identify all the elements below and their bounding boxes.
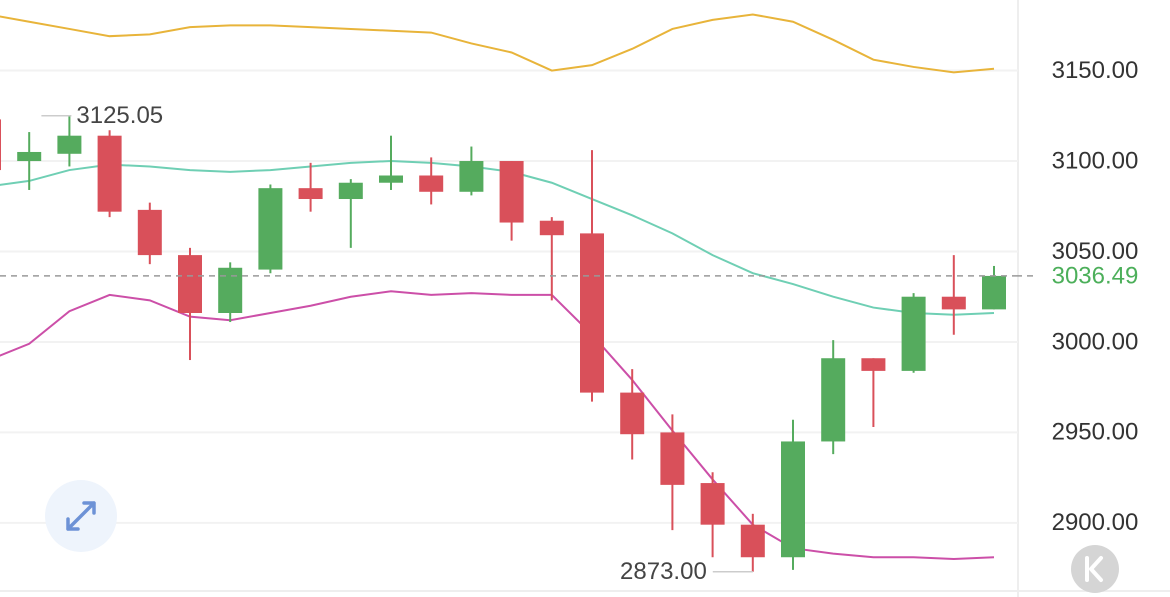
- candle-body: [781, 441, 805, 558]
- collapse-button[interactable]: [1071, 545, 1119, 593]
- candle-body: [901, 296, 926, 371]
- y-tick-label: 3100.00: [1052, 147, 1139, 174]
- last-price-label: 3036.49: [1052, 262, 1139, 289]
- band-line: [0, 290, 995, 561]
- candle-body: [379, 175, 403, 183]
- y-tick-label: 3150.00: [1052, 57, 1139, 84]
- candle-body: [459, 161, 484, 192]
- y-axis: 2900.00 2950.00 3000.00 3050.00 3100.00 3150.…: [1016, 57, 1154, 536]
- candle-body: [539, 220, 564, 236]
- expand-button[interactable]: [45, 480, 117, 552]
- annotation-label: 2873.00: [620, 558, 707, 585]
- candle-body: [620, 392, 645, 435]
- y-tick-label: 3000.00: [1052, 328, 1139, 355]
- candle-body: [941, 296, 966, 310]
- candle-body: [137, 209, 162, 256]
- band-line: [0, 13, 995, 74]
- candle-body: [861, 358, 886, 371]
- candle-body: [419, 175, 444, 192]
- band-line: [0, 160, 995, 316]
- candle-body: [178, 255, 202, 313]
- candle-body: [982, 275, 1006, 310]
- candle-body: [700, 483, 725, 525]
- last-price-box: [1036, 261, 1154, 290]
- plot-area: 3125.05 2873.00: [0, 13, 1016, 585]
- grid: [0, 69, 1018, 524]
- candle-body: [298, 188, 323, 200]
- y-tick-label: 2950.00: [1052, 419, 1139, 446]
- candle-body: [97, 135, 122, 212]
- annotation-label: 3125.05: [76, 102, 163, 129]
- candle-body: [0, 119, 1, 171]
- candle-body: [821, 358, 846, 442]
- y-tick-label: 3050.00: [1052, 238, 1139, 265]
- candle-body: [499, 161, 524, 223]
- candle-body: [580, 233, 604, 393]
- candle-body: [17, 151, 42, 162]
- candle-body: [338, 182, 363, 200]
- candle-body: [57, 135, 82, 154]
- candle-body: [660, 432, 685, 485]
- y-tick-label: 2900.00: [1052, 509, 1139, 536]
- candle-body: [258, 188, 283, 270]
- candle-body: [218, 267, 243, 313]
- candle-body: [740, 524, 765, 558]
